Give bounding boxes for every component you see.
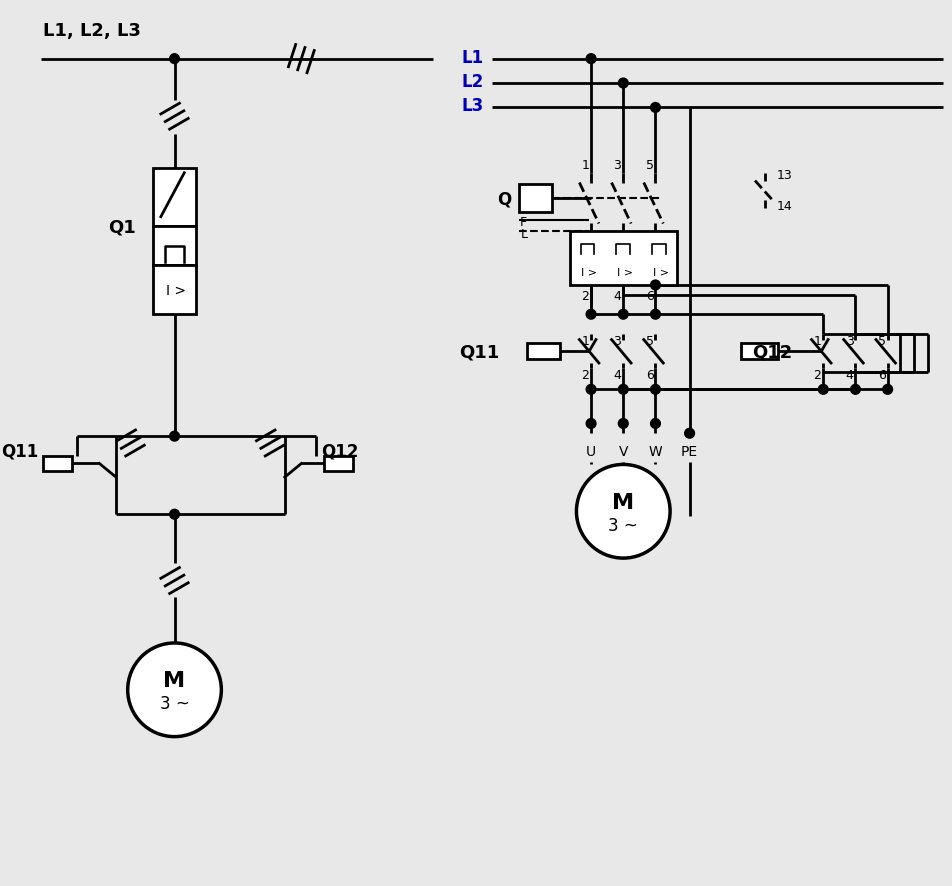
Text: 5: 5 [645,334,653,347]
Circle shape [585,310,595,320]
Text: 1: 1 [581,334,588,347]
Circle shape [650,385,660,395]
Circle shape [618,310,627,320]
Text: 6: 6 [877,369,884,382]
Circle shape [818,385,827,395]
Text: 4: 4 [613,290,621,302]
Circle shape [585,419,595,429]
Text: L1, L2, L3: L1, L2, L3 [43,22,141,40]
Circle shape [618,419,627,429]
Circle shape [850,385,860,395]
Circle shape [650,104,660,113]
Circle shape [618,385,627,395]
Text: 3 ~: 3 ~ [159,695,189,712]
Text: 6: 6 [645,369,653,382]
Text: 6: 6 [645,290,653,302]
Circle shape [585,55,595,65]
Text: I >: I > [617,268,632,277]
Text: 3: 3 [613,159,621,172]
Text: W: W [648,444,662,458]
Text: L3: L3 [461,97,484,115]
Text: 4: 4 [844,369,853,382]
Text: 5: 5 [645,159,653,172]
Text: 1: 1 [813,334,821,347]
Text: L: L [520,228,526,240]
Bar [526,344,559,360]
Circle shape [882,385,892,395]
Bar [153,168,196,227]
Text: L2: L2 [461,73,484,91]
Circle shape [576,465,669,558]
Circle shape [169,55,179,65]
Bar [153,266,196,315]
Text: M: M [164,671,186,690]
Circle shape [128,643,221,737]
Text: I >: I > [167,284,187,298]
Bar [43,456,72,471]
Text: I >: I > [581,268,597,277]
Text: U: U [585,444,596,458]
Text: I >: I > [652,268,668,277]
Text: 3: 3 [613,334,621,347]
Circle shape [169,509,179,519]
Text: M: M [611,492,634,512]
Text: Q12: Q12 [321,442,358,460]
Text: 13: 13 [776,169,791,182]
Text: PE: PE [681,444,698,458]
Text: Q11: Q11 [1,442,38,460]
Circle shape [169,431,179,441]
Circle shape [618,79,627,89]
Text: 2: 2 [581,290,588,302]
Text: 14: 14 [776,200,791,214]
Bar [569,232,676,285]
Text: Q: Q [496,190,510,208]
Circle shape [684,429,694,439]
Text: V: V [618,444,627,458]
Text: 5: 5 [877,334,884,347]
Bar [324,456,352,471]
Text: 3 ~: 3 ~ [607,517,638,534]
Circle shape [650,310,660,320]
Text: Q1: Q1 [108,218,135,237]
Text: 2: 2 [581,369,588,382]
Text: L1: L1 [461,49,484,66]
Bar [741,344,778,360]
Bar [153,227,196,266]
Text: F: F [520,216,526,229]
Text: 2: 2 [813,369,821,382]
Circle shape [650,419,660,429]
Text: Q12: Q12 [751,343,791,361]
Bar [518,185,551,213]
Circle shape [585,385,595,395]
Text: Q11: Q11 [459,343,499,361]
Circle shape [650,281,660,291]
Text: 3: 3 [844,334,853,347]
Text: 1: 1 [581,159,588,172]
Text: 4: 4 [613,369,621,382]
